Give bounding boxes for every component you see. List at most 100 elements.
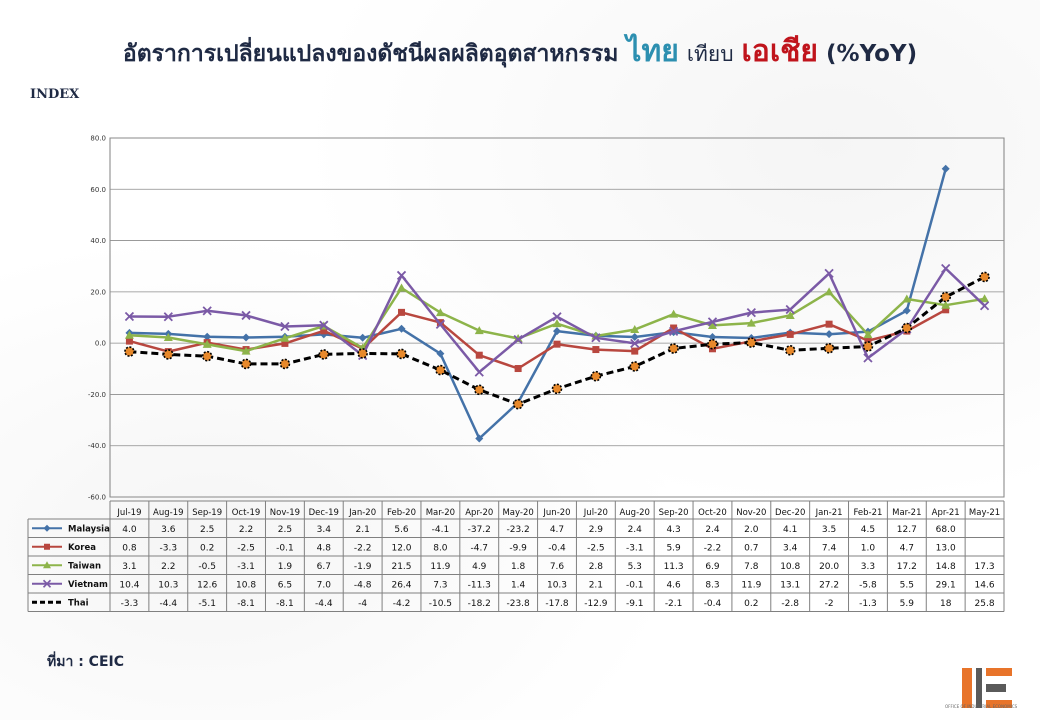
data-point-malaysia <box>553 327 561 336</box>
table-cell-value: -2.1 <box>665 599 683 609</box>
title-asia-text: เอเชีย <box>741 34 819 69</box>
legend-label: Korea <box>68 543 96 553</box>
data-point-thai <box>823 342 835 354</box>
x-tick-label: Sep-19 <box>192 508 222 518</box>
table-cell-value: 1.4 <box>511 580 526 590</box>
table-cell-value: -5.1 <box>198 599 216 609</box>
table-cell-value: -2.2 <box>704 543 722 553</box>
data-point-korea <box>631 347 639 355</box>
data-point-malaysia <box>902 306 911 315</box>
data-point-thai <box>512 398 524 410</box>
table-cell-value: -4.4 <box>315 599 333 609</box>
data-point-taiwan <box>980 294 990 303</box>
table-cell-value: -23.2 <box>506 525 529 535</box>
x-tick-label: Dec-20 <box>775 508 805 518</box>
data-point-thai <box>435 364 446 376</box>
data-point-korea <box>825 320 833 328</box>
data-point-vietnam <box>513 334 523 345</box>
x-tick-label: Oct-20 <box>698 508 727 518</box>
x-tick-label: Jul-20 <box>583 508 608 518</box>
table-cell-value: 7.3 <box>433 580 447 590</box>
data-point-thai <box>979 271 990 283</box>
data-point-vietnam <box>552 312 562 322</box>
data-point-malaysia <box>242 333 251 342</box>
table-cell-value: 7.8 <box>744 562 759 572</box>
y-tick-label: 60.0 <box>90 186 106 194</box>
table-cell-value: 3.1 <box>122 562 136 572</box>
data-point-thai <box>629 361 641 372</box>
x-tick-label: Feb-20 <box>387 508 416 518</box>
table-cell-value: 2.2 <box>239 525 253 535</box>
y-tick-label: -60.0 <box>88 494 106 502</box>
table-cell-value: 25.8 <box>975 599 995 609</box>
table-cell-value: 4.3 <box>666 525 680 535</box>
table-cell-value: 4.9 <box>472 562 487 572</box>
data-point-thai <box>551 383 563 395</box>
table-cell-value: 21.5 <box>391 562 411 572</box>
table-cell-value: 8.0 <box>433 543 448 553</box>
data-point-malaysia <box>941 164 950 173</box>
x-tick-label: Aug-19 <box>153 508 183 518</box>
table-cell-value: 0.2 <box>200 543 214 553</box>
data-point-taiwan <box>124 330 134 339</box>
table-cell-value: -4 <box>358 599 367 609</box>
table-cell-value: 10.8 <box>236 580 256 590</box>
table-cell-value: 11.9 <box>430 562 450 572</box>
data-point-thai <box>396 348 407 360</box>
table-cell-value: 4.7 <box>550 525 564 535</box>
legend-marker-taiwan <box>43 561 51 569</box>
table-cell-value: 7.0 <box>317 580 332 590</box>
table-cell-value: 13.0 <box>936 543 956 553</box>
table-cell-value: 2.1 <box>355 525 369 535</box>
table-cell-value: -8.1 <box>276 599 294 609</box>
table-cell-value: 2.8 <box>589 562 604 572</box>
x-tick-label: Jan-20 <box>348 508 376 518</box>
table-cell-value: -2.2 <box>354 543 372 553</box>
data-point-korea <box>514 365 522 373</box>
table-cell-value: -2.8 <box>781 599 799 609</box>
table-cell-value: 18 <box>940 599 952 609</box>
table-cell-value: -0.1 <box>276 543 294 553</box>
x-tick-label: May-20 <box>502 508 533 518</box>
legend-marker-malaysia <box>43 524 51 532</box>
data-point-vietnam <box>435 319 446 330</box>
y-tick-label: 0.0 <box>95 340 106 348</box>
table-cell-value: 3.3 <box>861 562 875 572</box>
data-point-thai <box>201 350 213 362</box>
table-cell-value: 3.4 <box>317 525 332 535</box>
x-tick-label: Aug-20 <box>619 508 649 518</box>
table-cell-value: 12.0 <box>391 543 411 553</box>
table-cell-value: -1.9 <box>354 562 372 572</box>
data-point-malaysia <box>397 324 406 333</box>
table-cell-value: 20.0 <box>819 562 839 572</box>
data-point-vietnam <box>707 317 718 327</box>
data-point-taiwan <box>746 318 756 327</box>
table-cell-value: 12.7 <box>897 525 917 535</box>
table-cell-value: -9.9 <box>509 543 527 553</box>
table-cell-value: 7.6 <box>550 562 565 572</box>
data-point-thai <box>318 349 330 360</box>
data-point-thai <box>163 349 174 360</box>
data-point-vietnam <box>668 326 679 336</box>
table-cell-value: -4.4 <box>160 599 178 609</box>
data-point-taiwan <box>280 333 290 342</box>
legend-label: Taiwan <box>68 561 101 571</box>
x-tick-label: Oct-19 <box>232 508 261 518</box>
table-cell-value: 1.8 <box>511 562 526 572</box>
data-point-thai <box>279 358 291 370</box>
data-point-korea <box>320 327 328 335</box>
table-cell-value: -4.1 <box>432 525 450 535</box>
index-label: INDEX <box>30 87 80 102</box>
data-point-vietnam <box>979 301 990 311</box>
x-tick-label: Mar-21 <box>892 508 921 518</box>
table-cell-value: 4.6 <box>666 580 681 590</box>
data-point-taiwan <box>630 325 640 334</box>
table-cell-value: 2.0 <box>744 525 759 535</box>
y-tick-label: 40.0 <box>90 237 106 245</box>
data-point-taiwan <box>824 287 834 296</box>
table-cell-value: 3.5 <box>822 525 836 535</box>
table-cell-value: 14.6 <box>975 580 995 590</box>
data-point-malaysia <box>708 332 717 341</box>
table-cell-value: 4.0 <box>122 525 137 535</box>
table-cell-value: -1.3 <box>859 599 877 609</box>
